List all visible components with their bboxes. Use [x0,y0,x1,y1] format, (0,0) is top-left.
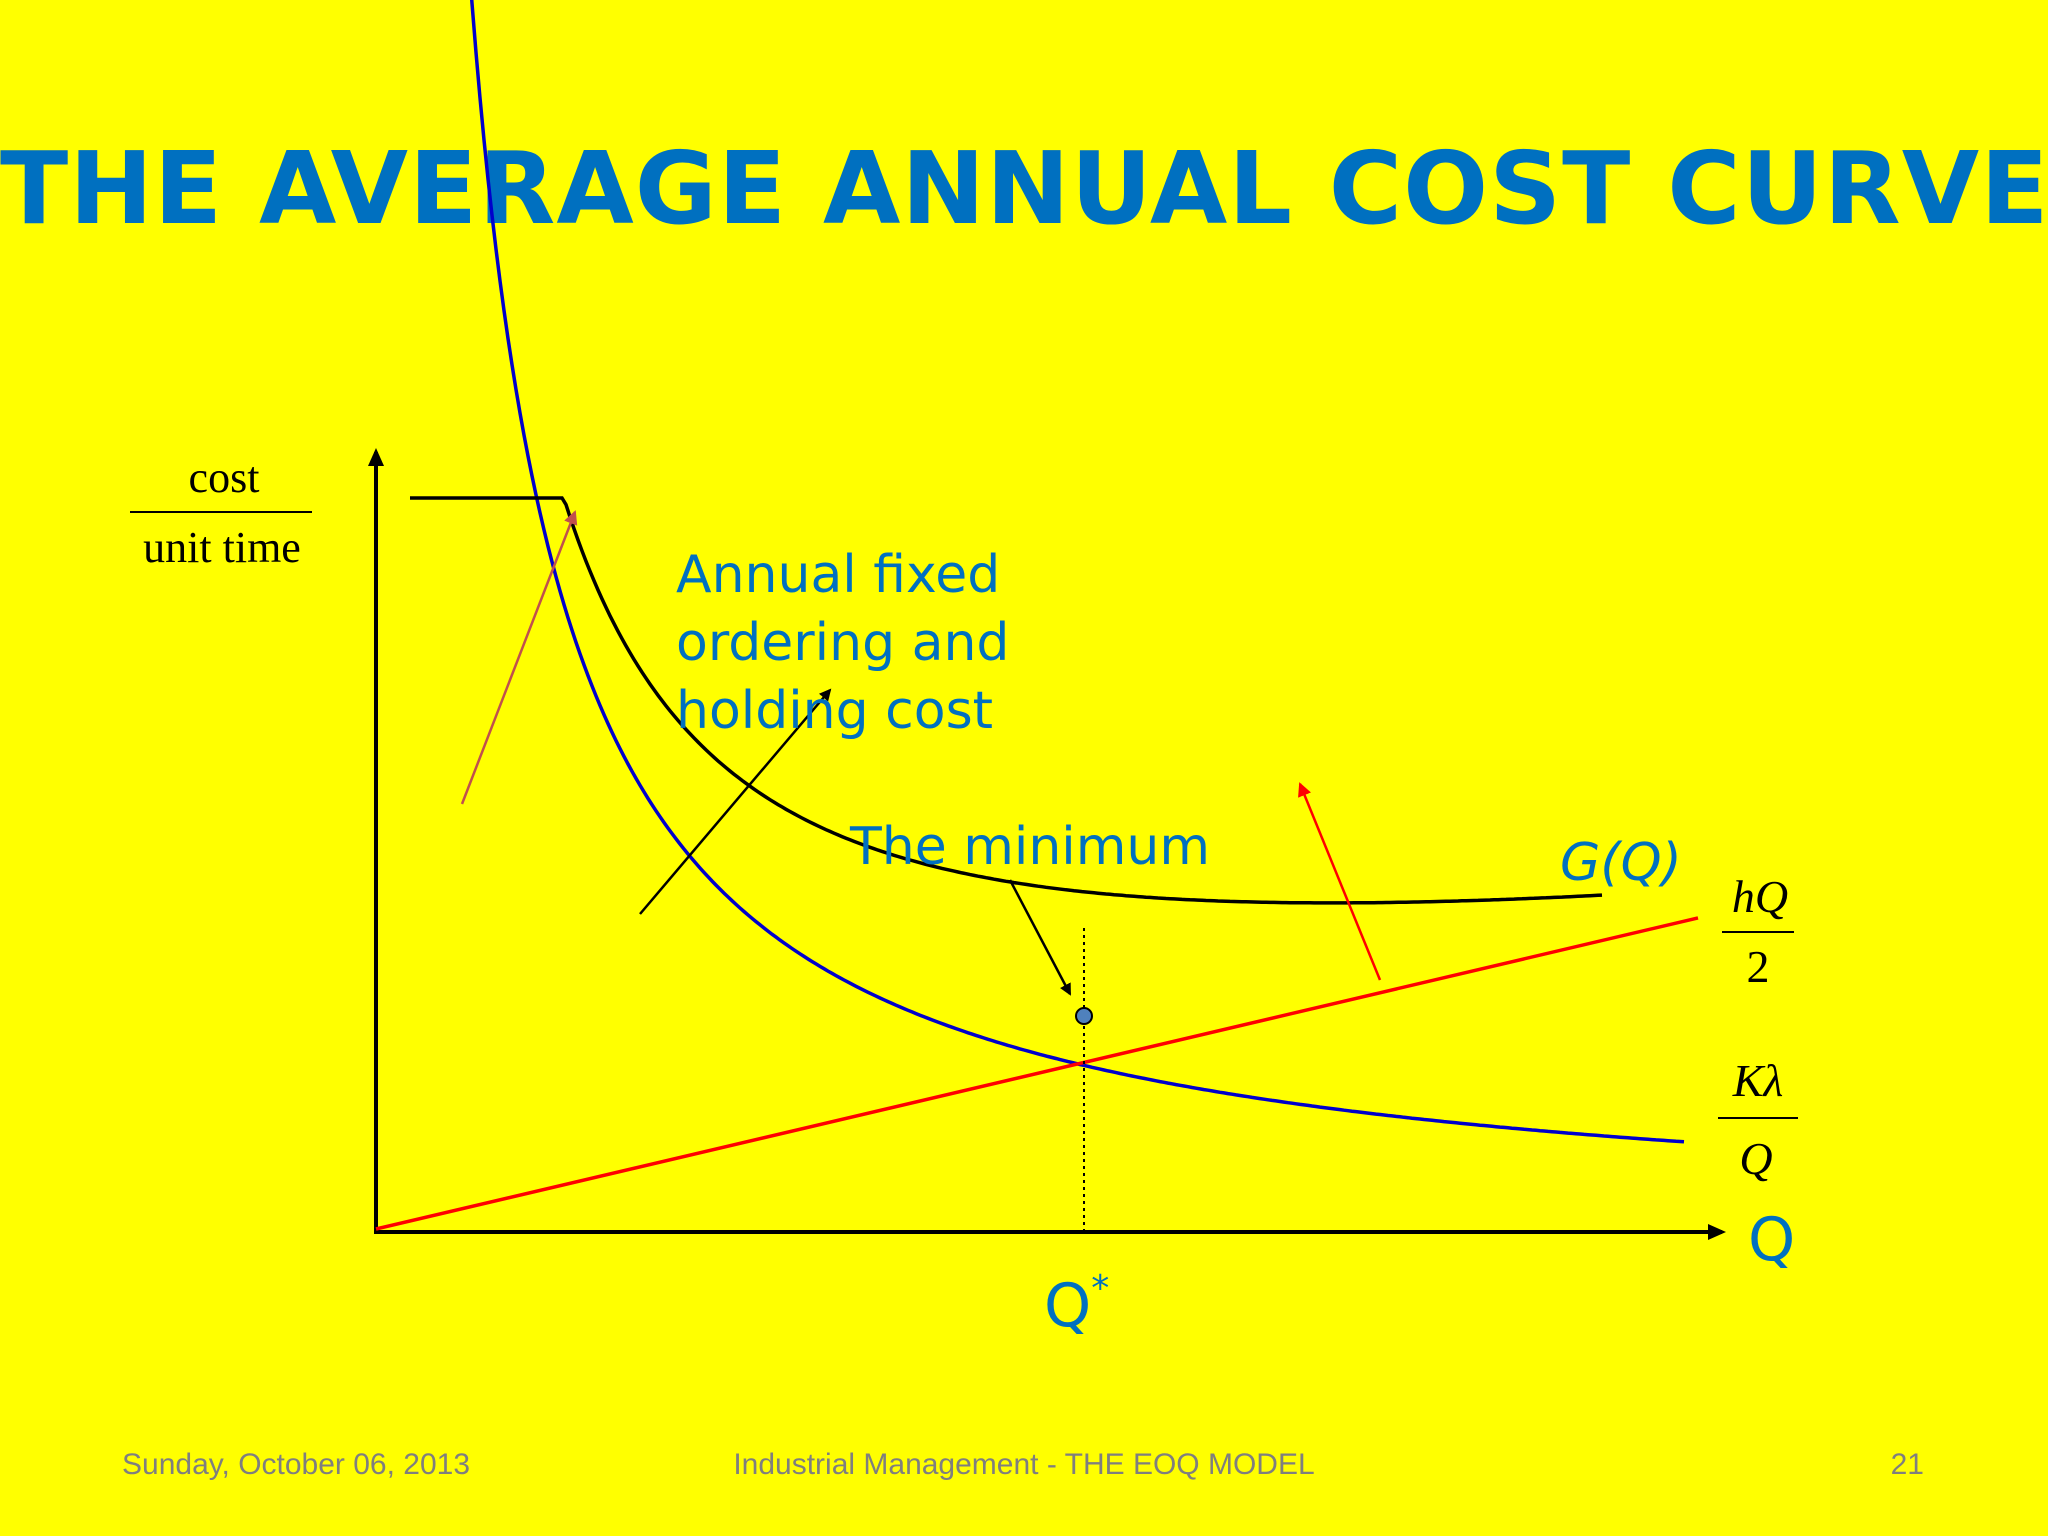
minimum-point [1075,1007,1093,1025]
series-label-ordering-numerator: Kλ [1732,1055,1784,1106]
y-axis-label-denominator: unit time [143,523,301,572]
series-label-holding-denominator: 2 [1747,941,1770,992]
footer-date: Sunday, October 06, 2013 [122,1448,471,1481]
annotation-arrow-total [639,688,832,915]
x-axis-label: Q [1748,1205,1795,1275]
series-label-ordering-denominator: Q [1739,1133,1772,1184]
footer-page-number: 21 [1890,1448,1924,1481]
optimum-label-star: * [1091,1268,1109,1309]
annotation-total-curve: G(Q) [1560,833,1682,893]
footer-center: Industrial Management - THE EOQ MODEL [733,1448,1315,1481]
annotation-annual-cost-line-1: Annual fixed [676,545,1000,605]
annotation-arrow-holding [1298,782,1382,981]
annotation-annual-cost-line-2: ordering and [676,613,1009,673]
annotation-minimum: The minimum [849,817,1210,877]
slide-title: THE AVERAGE ANNUAL COST CURVE [0,130,2048,247]
series-line-ordering-cost [469,0,1685,1144]
series-label-holding-numerator: hQ [1732,871,1788,922]
annotation-annual-cost-line-3: holding cost [676,681,993,741]
series-line-holding-cost [375,916,1699,1231]
series-line-total-cost [410,496,1603,905]
optimum-label: Q* [1044,1268,1109,1341]
annotation-arrow-minimum [1008,879,1072,996]
optimum-label-q: Q [1044,1271,1091,1341]
y-axis-label-numerator: cost [189,453,260,502]
annotation-arrow-ordering [460,510,578,805]
